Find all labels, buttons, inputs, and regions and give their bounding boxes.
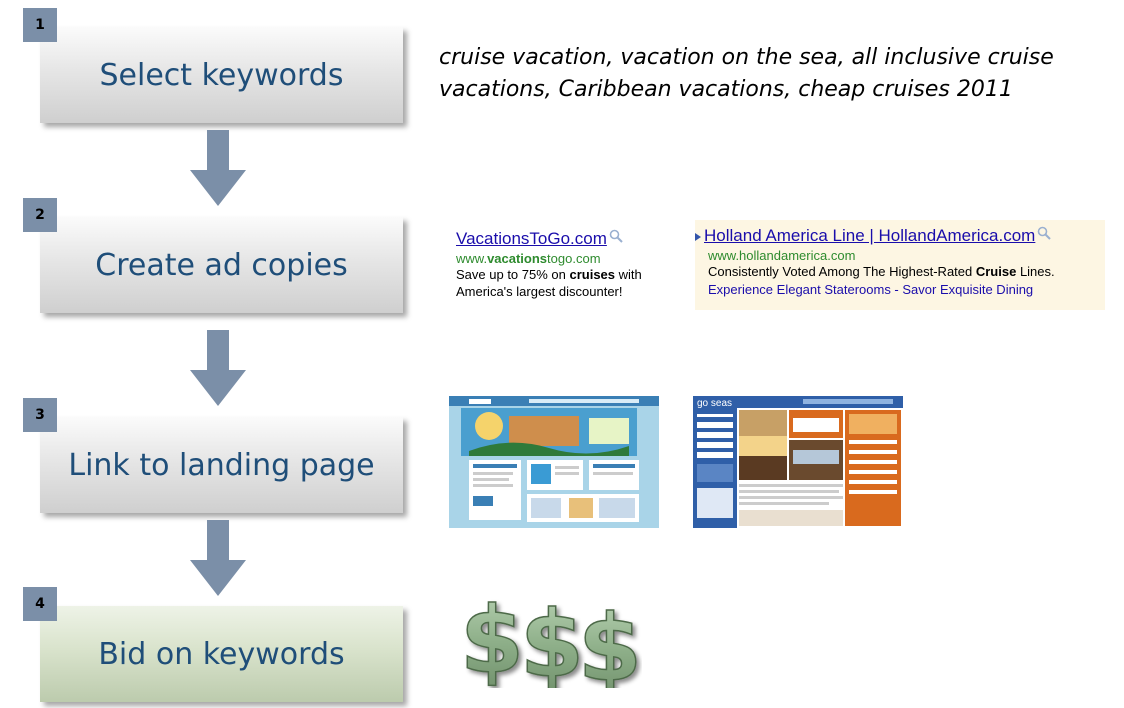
step-box-bid-on-keywords: Bid on keywords — [40, 606, 403, 702]
down-arrow-icon — [190, 520, 246, 596]
ad-description: Consistently Voted Among The Highest-Rat… — [708, 264, 1055, 279]
step-number-3: 3 — [23, 398, 57, 432]
svg-text:$: $ — [578, 595, 642, 688]
dollar-sign-icon: $ — [460, 588, 525, 688]
ad-title-link[interactable]: Holland America Line | HollandAmerica.co… — [704, 226, 1036, 245]
down-arrow-icon — [190, 130, 246, 206]
svg-text:$: $ — [520, 591, 584, 688]
ad-copy-holland-america: Holland America Line | HollandAmerica.co… — [695, 220, 1105, 310]
dollar-sign-icon: $ — [519, 590, 585, 688]
landing-page-thumbnail-vacationstogo — [449, 396, 659, 528]
keywords-text: cruise vacation, vacation on the sea, al… — [439, 45, 1054, 102]
step-number-1: 1 — [23, 8, 57, 42]
magnifier-icon — [1038, 226, 1052, 240]
triangle-bullet-icon — [695, 232, 701, 241]
step-number-4: 4 — [23, 587, 57, 621]
ad-sitelinks[interactable]: Experience Elegant Staterooms - Savor Ex… — [708, 282, 1034, 297]
ad-title-link[interactable]: VacationsToGo.com — [456, 229, 607, 248]
down-arrow-icon — [190, 330, 246, 406]
step-label: Link to landing page — [68, 447, 375, 483]
step-label: Select keywords — [99, 57, 344, 93]
ad-display-url: www.vacationstogo.com — [456, 251, 601, 266]
landing-page-thumbnail-goseas: go seas — [693, 396, 903, 528]
step-label: Create ad copies — [95, 247, 348, 283]
step-label: Bid on keywords — [98, 636, 345, 672]
ad-display-url: www.hollandamerica.com — [708, 248, 856, 263]
dollar-sign-icon: $ — [577, 594, 642, 688]
dollar-signs: $ $ $ — [460, 588, 642, 688]
ad-description: Save up to 75% on cruises with America's… — [456, 267, 642, 299]
step-box-select-keywords: Select keywords — [40, 27, 403, 123]
step-box-link-to-landing-page: Link to landing page — [40, 417, 403, 513]
step-box-create-ad-copies: Create ad copies — [40, 217, 403, 313]
landing-page-logo: go seas — [697, 398, 732, 409]
magnifier-icon — [609, 229, 623, 243]
ad-copy-vacationstogo: VacationsToGo.com www.vacationstogo.com … — [456, 229, 686, 300]
svg-text:$: $ — [460, 588, 524, 688]
step-number-2: 2 — [23, 198, 57, 232]
